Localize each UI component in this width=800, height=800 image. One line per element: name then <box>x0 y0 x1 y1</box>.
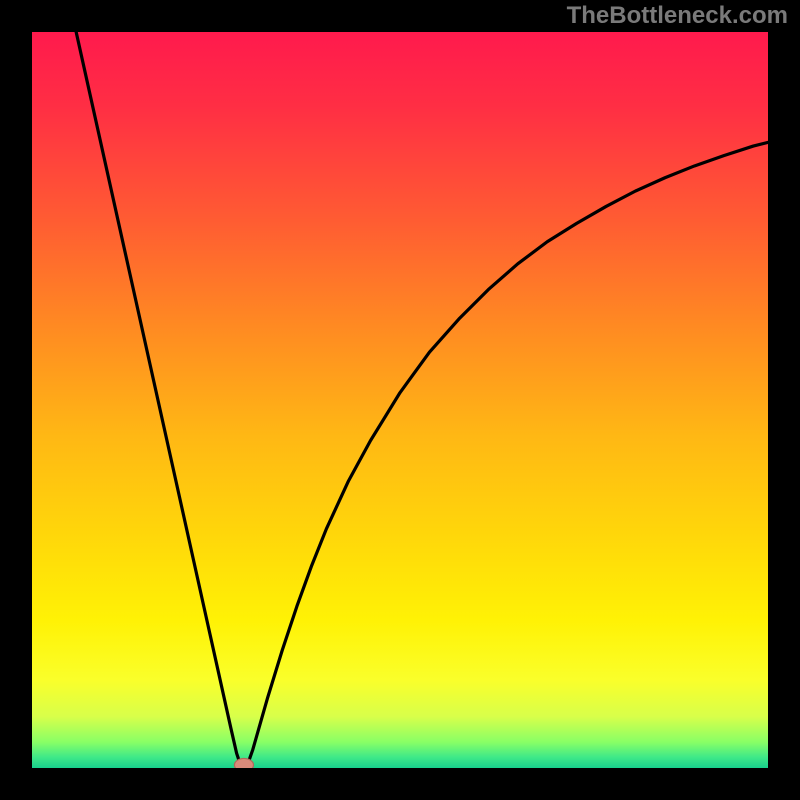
min-marker <box>234 758 253 768</box>
gradient-background <box>32 32 768 768</box>
chart-plot-area <box>32 32 768 768</box>
watermark-text: TheBottleneck.com <box>567 2 788 30</box>
chart-svg <box>32 32 768 768</box>
